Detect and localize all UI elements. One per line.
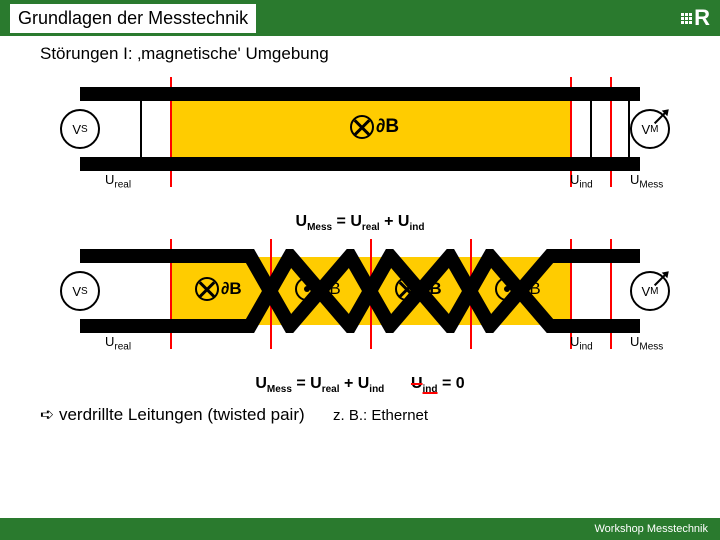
source-node: VS (60, 271, 100, 311)
field-out-page-icon: ∂B (495, 277, 541, 301)
diagram-2: VS VM ∂B ∂B ∂B ∂B Ureal Uind UMess (0, 239, 720, 369)
meter-arrow-icon (654, 110, 668, 124)
umess-label: UMess (630, 334, 663, 353)
uind-label: Uind (570, 334, 593, 353)
wire-bottom (80, 157, 640, 171)
arrow-icon: ➪ (40, 405, 54, 424)
equation-2: UMess = Ureal + Uind Uind = 0 (0, 375, 720, 395)
meter-arrow-icon (654, 272, 668, 286)
wire-bottom (80, 319, 172, 333)
header-bar: Grundlagen der Messtechnik R (0, 0, 720, 36)
uind-label: Uind (570, 172, 593, 191)
logo: R (681, 5, 710, 31)
wire-top (80, 87, 640, 101)
uind-arrow (590, 100, 592, 158)
field-into-page-icon: ∂B (395, 277, 442, 301)
meter-node: VM (630, 271, 670, 311)
ureal-label: Ureal (105, 334, 131, 353)
subtitle: Störungen I: ‚magnetische' Umgebung (0, 36, 720, 72)
logo-dots-icon (681, 13, 692, 24)
wire-bottom (570, 319, 640, 333)
wire-top (80, 249, 172, 263)
logo-text: R (694, 5, 710, 31)
ureal-label: Ureal (105, 172, 131, 191)
footer-text: Workshop Messtechnik (594, 523, 708, 535)
source-node: VS (60, 109, 100, 149)
wire-top (570, 249, 640, 263)
footer-bar: Workshop Messtechnik (0, 518, 720, 540)
umess-arrow (628, 100, 630, 158)
example-text: z. B.: Ethernet (333, 407, 428, 424)
meter-node: VM (630, 109, 670, 149)
field-into-page-icon: ∂B (195, 277, 242, 301)
field-into-page-icon: ∂B (350, 115, 399, 139)
equation-1: UMess = Ureal + Uind (0, 213, 720, 233)
conclusion: ➪ verdrillte Leitungen (twisted pair) z.… (0, 401, 720, 429)
page-title: Grundlagen der Messtechnik (10, 4, 256, 33)
umess-label: UMess (630, 172, 663, 191)
diagram-1: VS VM ∂B Ureal Uind UMess (0, 77, 720, 207)
field-out-page-icon: ∂B (295, 277, 341, 301)
ureal-arrow (140, 100, 142, 158)
